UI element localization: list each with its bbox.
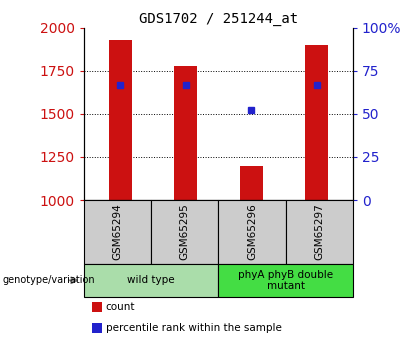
Bar <box>109 40 131 200</box>
Bar <box>174 66 197 200</box>
Bar <box>305 45 328 200</box>
Text: percentile rank within the sample: percentile rank within the sample <box>106 323 282 333</box>
Text: GSM65294: GSM65294 <box>113 204 123 260</box>
Text: genotype/variation: genotype/variation <box>2 275 95 285</box>
Bar <box>240 166 262 200</box>
Text: GSM65296: GSM65296 <box>247 204 257 260</box>
Text: count: count <box>106 302 135 312</box>
Text: wild type: wild type <box>127 275 175 285</box>
Text: GSM65295: GSM65295 <box>180 204 190 260</box>
Text: GDS1702 / 251244_at: GDS1702 / 251244_at <box>139 12 298 26</box>
Text: phyA phyB double
mutant: phyA phyB double mutant <box>238 269 333 291</box>
Text: GSM65297: GSM65297 <box>314 204 324 260</box>
